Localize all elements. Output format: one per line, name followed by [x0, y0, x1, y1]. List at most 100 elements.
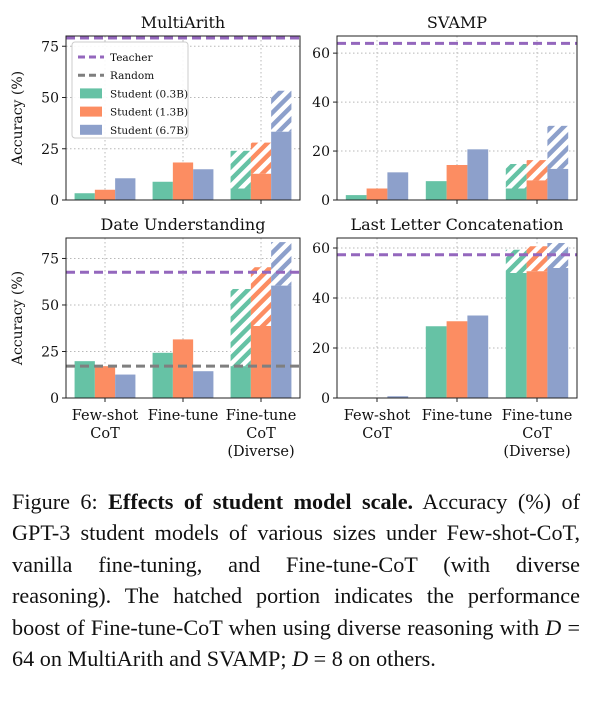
x-tick-label: Few-shot — [344, 408, 411, 424]
legend-student-13-label: Student (1.3B) — [110, 107, 188, 119]
bar-diverse-boost — [230, 150, 251, 189]
panel-title: SVAMP — [427, 13, 487, 32]
x-tick-label: Few-shot — [72, 408, 139, 424]
bar — [152, 181, 173, 200]
bar — [115, 178, 136, 200]
y-tick-label: 0 — [321, 391, 330, 407]
y-tick-label: 40 — [312, 291, 330, 307]
bar — [250, 173, 272, 200]
panel-date-understanding: 0 25 50 75 Few-shot CoT Fine-tune Fine-tune CoT (… — [10, 215, 301, 460]
bar — [94, 189, 116, 200]
y-tick-label: 20 — [312, 144, 330, 160]
bar-diverse-boost — [250, 142, 272, 174]
legend-student-03-label: Student (0.3B) — [110, 88, 188, 100]
bar — [152, 352, 173, 398]
y-tick-label: 0 — [50, 391, 59, 407]
bar — [230, 366, 251, 398]
bar-diverse-boost — [547, 243, 569, 268]
bar-diverse-boost — [230, 288, 251, 367]
bar — [345, 195, 367, 200]
x-tick-label: CoT — [246, 426, 276, 442]
x-tick-label: Fine-tune — [502, 408, 573, 424]
x-tick-label: Fine-tune — [148, 408, 219, 424]
y-axis-label: Accuracy (%) — [10, 271, 26, 366]
legend-student-03-swatch — [80, 88, 102, 99]
x-tick-label: CoT — [362, 426, 392, 442]
bar — [446, 164, 468, 200]
bar — [425, 326, 447, 398]
panel-title: MultiArith — [141, 13, 225, 32]
x-tick-label: (Diverse) — [227, 444, 294, 460]
caption-eq-1: = 64 on MultiArith and SVAMP; — [12, 614, 581, 672]
legend-student-67-swatch — [80, 124, 102, 135]
x-tick-label: CoT — [90, 426, 120, 442]
bar-diverse-boost — [505, 249, 527, 273]
bar — [271, 131, 292, 200]
x-tick-label: (Diverse) — [503, 444, 570, 460]
y-tick-label: 75 — [41, 39, 59, 55]
bar — [115, 374, 136, 398]
y-tick-label: 60 — [312, 46, 330, 62]
bar — [467, 315, 489, 398]
panel-title: Date Understanding — [101, 215, 266, 234]
caption-d-symbol-1: D — [545, 614, 562, 640]
y-tick-label: 0 — [321, 193, 330, 209]
bar — [250, 326, 272, 398]
bar — [193, 169, 214, 200]
bar — [505, 273, 527, 398]
y-tick-label: 75 — [41, 251, 59, 267]
bar-diverse-boost — [505, 164, 527, 189]
y-axis-label: Accuracy (%) — [10, 71, 26, 166]
legend-student-67-label: Student (6.7B) — [110, 125, 188, 137]
bar-diverse-boost — [271, 242, 292, 286]
y-tick-label: 25 — [41, 142, 59, 158]
bar-diverse-boost — [526, 246, 548, 272]
bar — [425, 181, 447, 200]
bar — [193, 371, 214, 398]
panel-svamp: 0 20 40 60 SVAMP — [312, 13, 578, 209]
figure-6-chart-grid: 0 25 50 75 MultiArith Accuracy (%) Teacher Rand… — [10, 13, 578, 460]
legend-teacher-label: Teacher — [110, 52, 154, 64]
bar — [547, 168, 569, 200]
bar — [547, 268, 569, 398]
x-tick-label: Fine-tune — [226, 408, 297, 424]
bar — [467, 149, 489, 200]
figure-caption: Figure 6: Effects of student model scale… — [12, 486, 580, 674]
x-tick-label: Fine-tune — [422, 408, 493, 424]
bar — [526, 180, 548, 200]
bar — [230, 188, 251, 200]
legend-random-label: Random — [110, 70, 154, 82]
panel-multiarith: 0 25 50 75 MultiArith Accuracy (%) Teacher Rand… — [10, 13, 301, 209]
y-tick-label: 60 — [312, 241, 330, 257]
bar-diverse-boost — [250, 267, 272, 326]
caption-d-symbol-2: D — [292, 646, 309, 672]
bar — [526, 271, 548, 398]
caption-figure-label: Figure 6: — [12, 489, 98, 514]
caption-bold-title: Effects of student model scale. — [108, 489, 414, 514]
bar — [387, 172, 409, 200]
caption-body: Accuracy (%) of GPT-3 student models of … — [12, 489, 581, 640]
bar-diverse-boost — [547, 125, 569, 169]
legend: Teacher Random Student (0.3B) Student (1.3B… — [71, 41, 189, 139]
bar — [366, 188, 388, 200]
bar-diverse-boost — [271, 90, 292, 132]
caption-eq-2: = 8 on others. — [308, 646, 436, 672]
bar — [505, 188, 527, 200]
bar — [387, 396, 409, 398]
panel-title: Last Letter Concatenation — [351, 215, 564, 234]
y-tick-label: 40 — [312, 95, 330, 111]
bar — [172, 162, 194, 200]
panel-last-letter-concatenation: 0 20 40 60 Few-shot CoT Fine-tune Fine-tune CoT (… — [312, 215, 578, 460]
bar — [172, 339, 194, 398]
bar — [74, 193, 95, 200]
y-tick-label: 50 — [41, 91, 59, 107]
bar — [74, 361, 95, 398]
bar — [94, 366, 116, 398]
y-tick-label: 50 — [41, 298, 59, 314]
bar — [446, 321, 468, 398]
legend-student-13-swatch — [80, 106, 102, 117]
bar-diverse-boost — [526, 160, 548, 181]
x-tick-label: CoT — [522, 426, 552, 442]
y-tick-label: 0 — [50, 193, 59, 209]
y-tick-label: 25 — [41, 344, 59, 360]
